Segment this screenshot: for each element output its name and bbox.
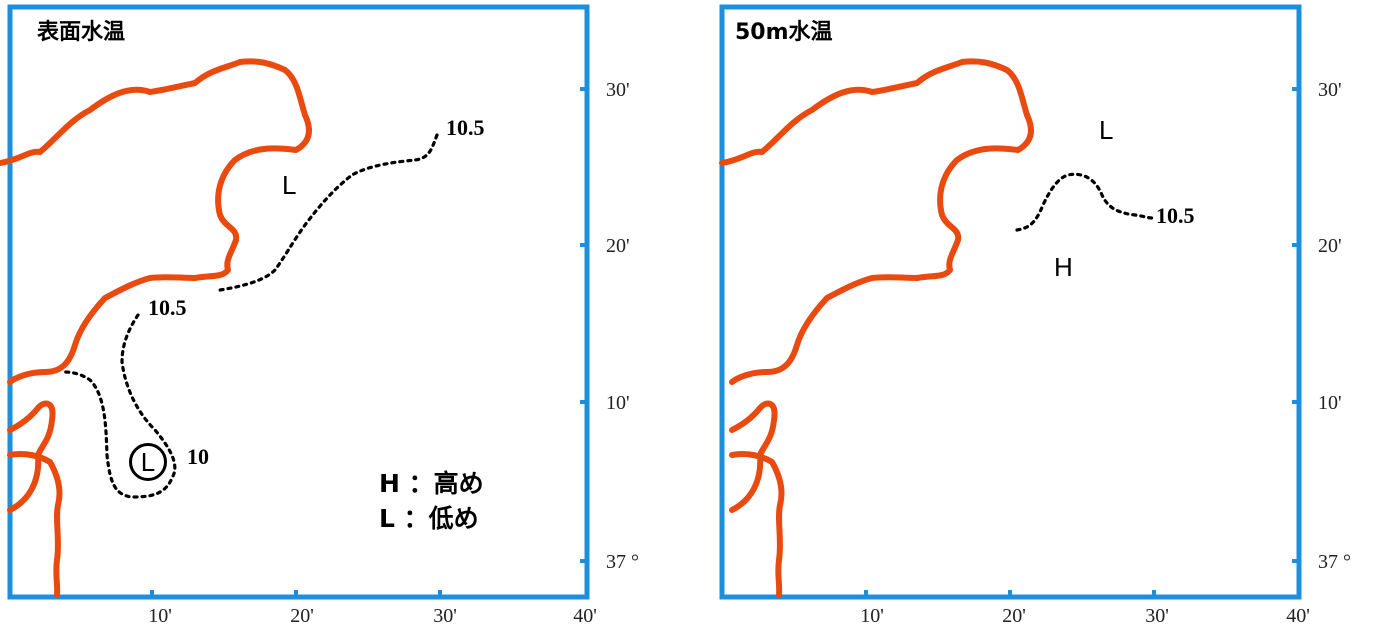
legend-low: L ：低め <box>379 504 479 533</box>
x-tick-label: 10' <box>860 605 884 627</box>
x-axis-left-panel: 10' 20' 30' 40' <box>148 590 597 627</box>
y-tick-label: 37 ° <box>1318 551 1351 573</box>
y-tick-label: 20' <box>606 235 630 257</box>
map-frame-right <box>719 4 1302 600</box>
panel-title-left: 表面水温 <box>37 20 125 45</box>
y-tick-label: 20' <box>1318 235 1342 257</box>
x-axis-right-panel: 10' 20' 30' 40' <box>860 590 1310 627</box>
legend: H ：高め L ：低め <box>379 469 484 533</box>
panel-title-right: 50m水温 <box>735 20 833 45</box>
isotherm-10-5-upper <box>218 133 439 292</box>
y-tick-label: 37 ° <box>606 551 639 573</box>
isotherm-label-upper: 10.5 <box>446 115 485 140</box>
y-tick-label: 30' <box>606 79 630 101</box>
y-tick-label: 10' <box>606 392 630 414</box>
map-frame-left <box>7 4 590 600</box>
high-marker-right: H <box>1054 252 1073 282</box>
legend-high: H ：高め <box>379 469 484 498</box>
low-pressure-circle-marker: L <box>129 443 167 481</box>
panel-surface-temperature: L 表面水温 10.5 10.5 10 L H ：高め L ：低め 30' 20… <box>0 4 639 627</box>
x-tick-label: 30' <box>433 605 457 627</box>
y-tick-label: 10' <box>1318 392 1342 414</box>
isotherm-10-5-lower <box>63 313 177 499</box>
y-axis-right-panel: 30' 20' 10' 37 ° <box>1292 79 1351 573</box>
low-circled-label: L <box>141 447 155 477</box>
low-marker-right: L <box>1099 115 1113 145</box>
y-tick-label: 30' <box>1318 79 1342 101</box>
panel-50m-temperature: 50m水温 10.5 L H 30' 20' 10' 37 ° 10' 20' … <box>719 4 1351 627</box>
x-tick-label: 20' <box>1002 605 1026 627</box>
x-tick-label: 40' <box>1286 605 1310 627</box>
x-tick-label: 40' <box>573 605 597 627</box>
isotherm-label-50m: 10.5 <box>1156 203 1195 228</box>
low-marker-left: L <box>282 170 296 200</box>
x-tick-label: 30' <box>1145 605 1169 627</box>
isotherm-label-lower: 10.5 <box>148 295 187 320</box>
y-axis-left-panel: 30' 20' 10' 37 ° <box>580 79 639 573</box>
isotherm-label-low-center: 10 <box>187 444 209 469</box>
x-tick-label: 20' <box>290 605 314 627</box>
isotherm-10-5-50m <box>1015 172 1154 232</box>
x-tick-label: 10' <box>148 605 172 627</box>
